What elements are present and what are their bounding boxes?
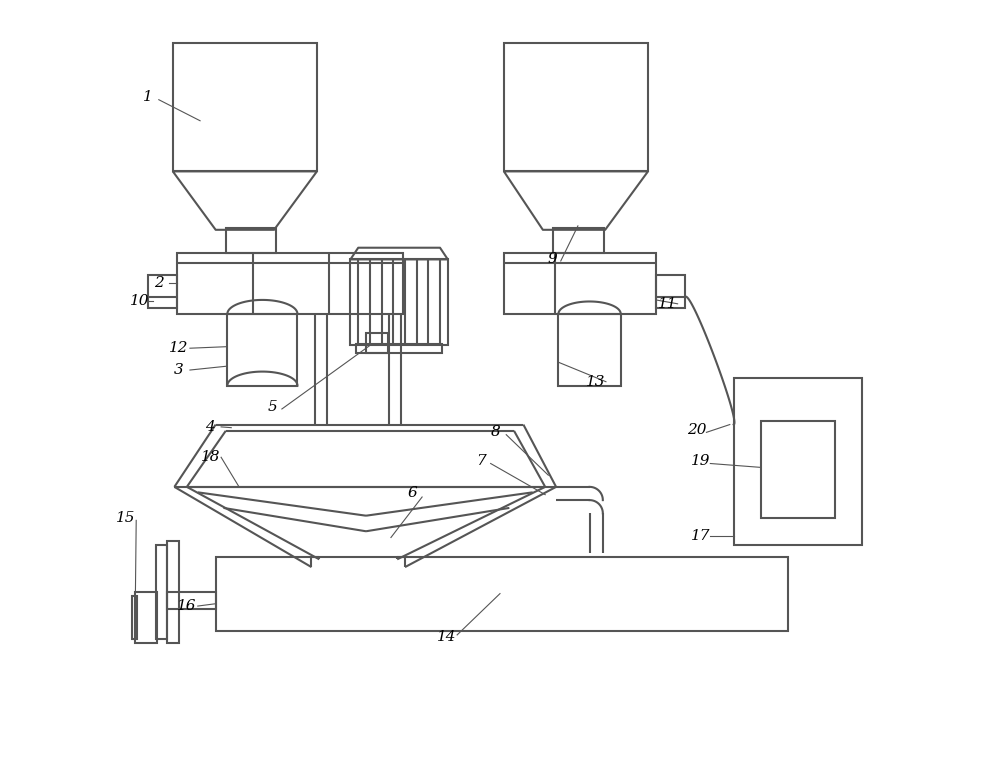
Bar (177, 253, 403, 314)
Bar (173, 43, 317, 171)
Bar (135, 592, 157, 643)
Text: 8: 8 (491, 425, 501, 439)
Text: 7: 7 (476, 454, 485, 468)
Text: 5: 5 (268, 400, 277, 414)
Text: 15: 15 (116, 511, 136, 525)
Bar (356, 344, 442, 353)
Text: 17: 17 (691, 529, 711, 543)
Bar (148, 275, 177, 308)
Bar (167, 541, 179, 643)
Text: 4: 4 (205, 420, 215, 434)
Bar (504, 43, 648, 171)
Text: 3: 3 (174, 363, 184, 377)
Text: 2: 2 (154, 276, 164, 290)
Text: 19: 19 (691, 454, 711, 468)
Bar (226, 228, 276, 253)
Text: 11: 11 (658, 297, 677, 311)
Text: 20: 20 (687, 423, 707, 437)
Text: 13: 13 (586, 375, 606, 389)
Text: 14: 14 (437, 630, 457, 644)
Text: 18: 18 (200, 450, 220, 464)
Text: 9: 9 (547, 252, 557, 266)
Text: 6: 6 (408, 486, 418, 500)
Bar (350, 259, 448, 345)
Bar (656, 275, 685, 308)
Text: 12: 12 (169, 341, 189, 355)
Bar (504, 253, 656, 314)
Bar (167, 592, 216, 609)
Bar (761, 421, 835, 518)
Bar (156, 545, 167, 639)
Text: 10: 10 (130, 294, 150, 308)
Bar (558, 314, 621, 386)
Text: 16: 16 (177, 599, 197, 613)
Bar (227, 314, 297, 386)
Text: 1: 1 (143, 90, 153, 104)
Bar (216, 557, 788, 631)
Bar (132, 596, 137, 639)
Bar (553, 228, 604, 253)
Bar (366, 333, 388, 353)
Bar (734, 378, 862, 545)
